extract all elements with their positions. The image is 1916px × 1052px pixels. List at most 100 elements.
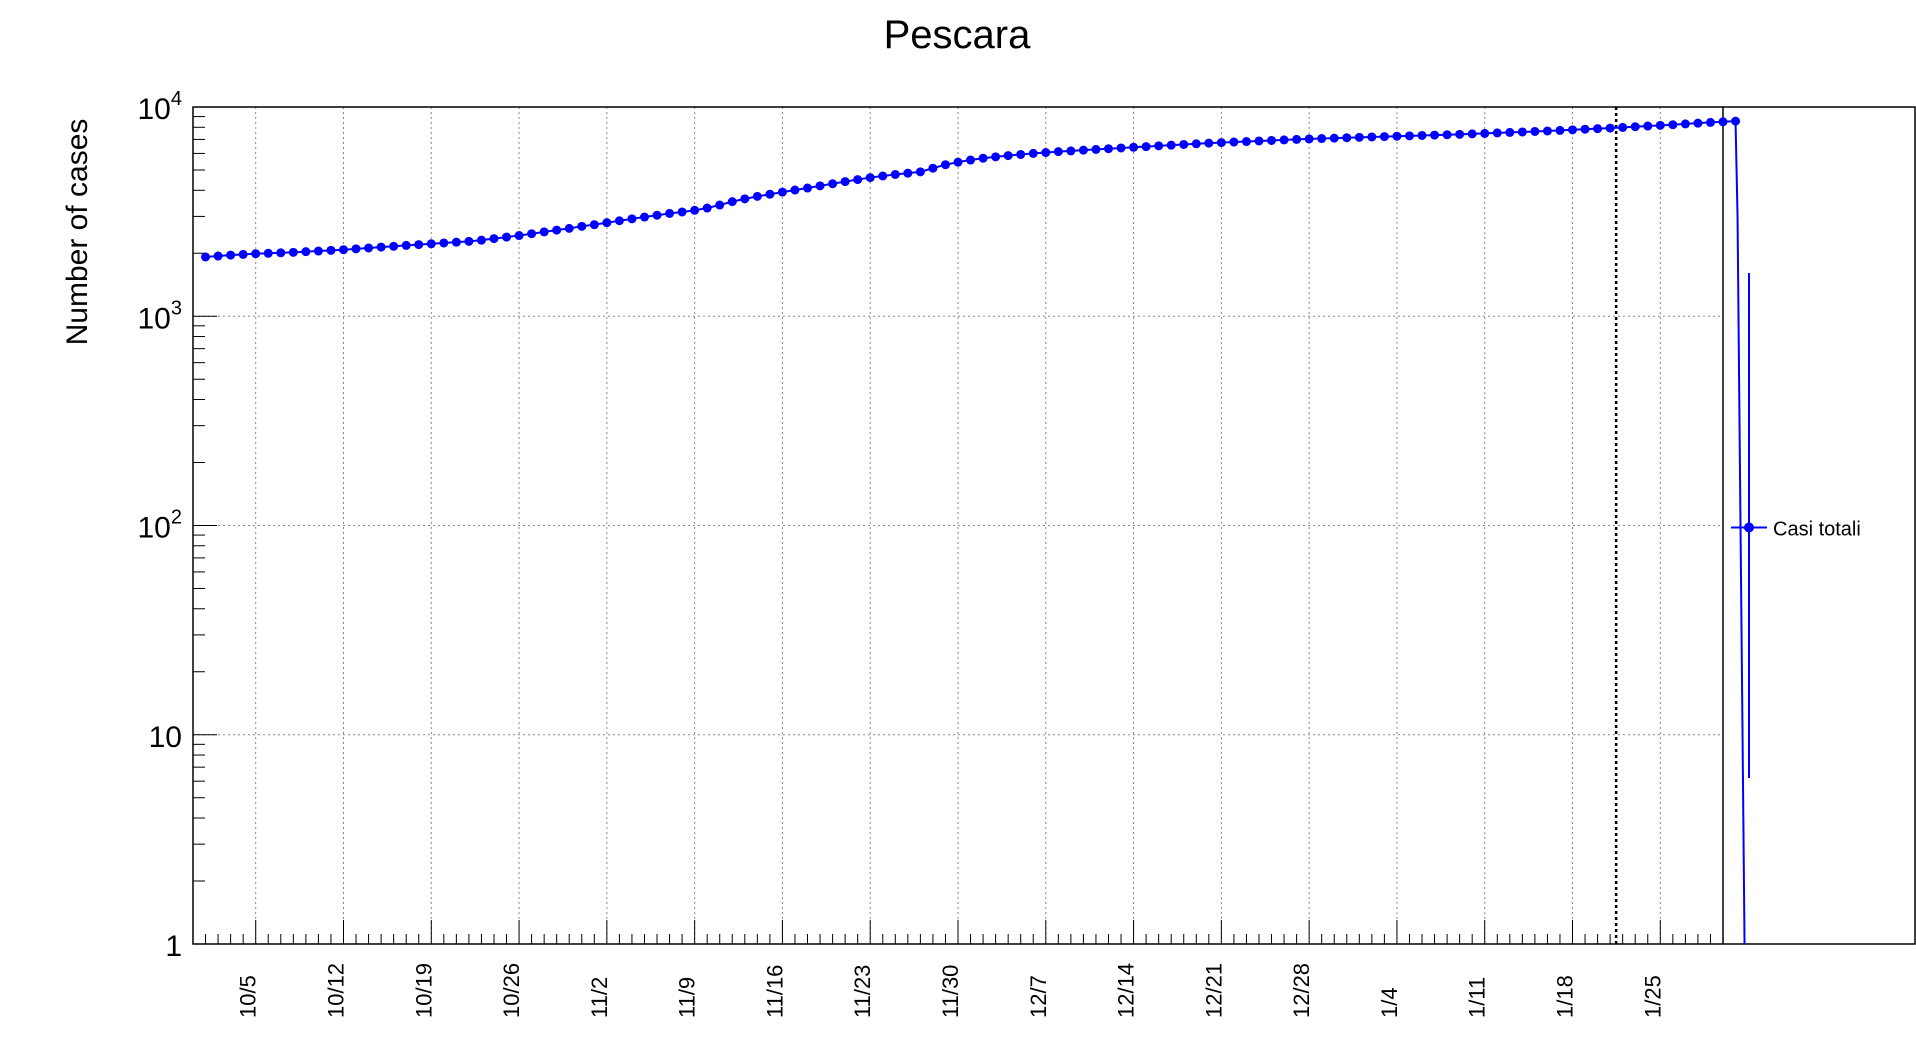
data-point — [1329, 133, 1339, 143]
legend: Casi totali — [1731, 273, 1861, 778]
data-point — [903, 168, 913, 178]
data-point — [1668, 120, 1678, 130]
data-point — [451, 237, 461, 247]
data-point — [1643, 121, 1653, 131]
legend-marker — [1744, 522, 1754, 533]
data-point — [1480, 128, 1490, 138]
data-point — [476, 235, 486, 245]
x-tick-label: 1/4 — [1377, 987, 1402, 1018]
data-point — [552, 225, 562, 235]
data-point — [953, 157, 963, 167]
data-point — [1116, 143, 1126, 153]
data-point — [288, 247, 298, 257]
data-point — [1267, 135, 1277, 145]
y-tick-label: 10 — [149, 721, 182, 754]
data-point — [1455, 129, 1465, 139]
x-tick-label: 10/19 — [411, 963, 436, 1018]
data-point — [1379, 132, 1389, 142]
data-point — [1317, 134, 1327, 144]
data-point — [1016, 149, 1026, 159]
data-point — [1492, 128, 1502, 138]
data-point — [238, 249, 248, 259]
data-point — [213, 251, 223, 261]
data-point — [627, 214, 637, 224]
data-point — [1154, 141, 1164, 151]
data-point — [790, 185, 800, 195]
data-point — [890, 169, 900, 179]
data-point — [338, 245, 348, 255]
data-point — [1078, 145, 1088, 155]
data-point — [1191, 139, 1201, 149]
data-point — [878, 171, 888, 181]
data-point — [966, 155, 976, 165]
data-point — [1279, 135, 1289, 145]
data-point — [1103, 144, 1113, 154]
data-point — [1229, 137, 1239, 147]
grid-lines — [193, 107, 1723, 944]
data-point — [1166, 140, 1176, 150]
data-point — [639, 212, 649, 222]
data-point — [1555, 125, 1565, 135]
data-point — [1204, 138, 1214, 148]
data-point — [464, 236, 474, 246]
y-tick-label: 1 — [165, 930, 182, 963]
data-point — [1693, 118, 1703, 128]
data-point — [815, 181, 825, 191]
data-point — [1342, 133, 1352, 143]
data-point — [276, 248, 286, 258]
data-point — [514, 231, 524, 241]
data-point — [313, 246, 323, 256]
data-point — [1605, 123, 1615, 133]
data-point — [489, 234, 499, 244]
y-tick-label: 103 — [138, 297, 183, 335]
x-tick-label: 12/28 — [1289, 963, 1314, 1018]
y-tick-label: 104 — [138, 88, 183, 126]
data-point — [614, 216, 624, 226]
x-tick-label: 10/5 — [236, 975, 261, 1018]
x-tick-label: 1/11 — [1465, 977, 1490, 1018]
data-point — [376, 242, 386, 252]
data-point — [1292, 134, 1302, 144]
data-point — [677, 207, 687, 217]
data-point — [1430, 130, 1440, 140]
data-point — [715, 200, 725, 210]
data-point — [527, 229, 537, 239]
data-point — [1542, 126, 1552, 136]
data-point — [740, 194, 750, 204]
data-point — [414, 240, 424, 250]
data-point — [389, 241, 399, 251]
data-point — [226, 250, 236, 260]
data-point — [326, 245, 336, 255]
data-point — [1066, 146, 1076, 156]
x-tick-label: 11/23 — [850, 965, 875, 1018]
data-point — [702, 203, 712, 213]
data-point — [426, 239, 436, 249]
data-point — [1467, 129, 1477, 139]
x-tick-label: 12/21 — [1201, 963, 1226, 1018]
x-tick-label: 11/16 — [762, 965, 787, 1018]
data-point — [1392, 131, 1402, 141]
data-point — [1241, 137, 1251, 147]
data-point — [351, 244, 361, 254]
x-tick-label: 11/2 — [587, 977, 612, 1018]
data-point — [564, 223, 574, 233]
data-point — [978, 153, 988, 163]
legend-label: Casi totali — [1773, 519, 1861, 541]
data-point — [803, 183, 813, 193]
x-tick-label: 12/14 — [1114, 963, 1139, 1018]
data-point — [1354, 132, 1364, 142]
data-point — [991, 152, 1001, 162]
data-point — [1367, 132, 1377, 142]
data-point — [1580, 124, 1590, 134]
data-point — [865, 173, 875, 183]
data-point — [577, 221, 587, 231]
data-point — [401, 240, 411, 250]
data-point — [1505, 127, 1515, 137]
data-point — [1028, 148, 1038, 158]
data-point — [1003, 151, 1013, 161]
data-point — [1091, 144, 1101, 154]
data-point — [652, 210, 662, 220]
data-point — [589, 220, 599, 230]
x-tick-label: 12/7 — [1026, 975, 1051, 1018]
y-tick-label: 102 — [138, 507, 183, 545]
